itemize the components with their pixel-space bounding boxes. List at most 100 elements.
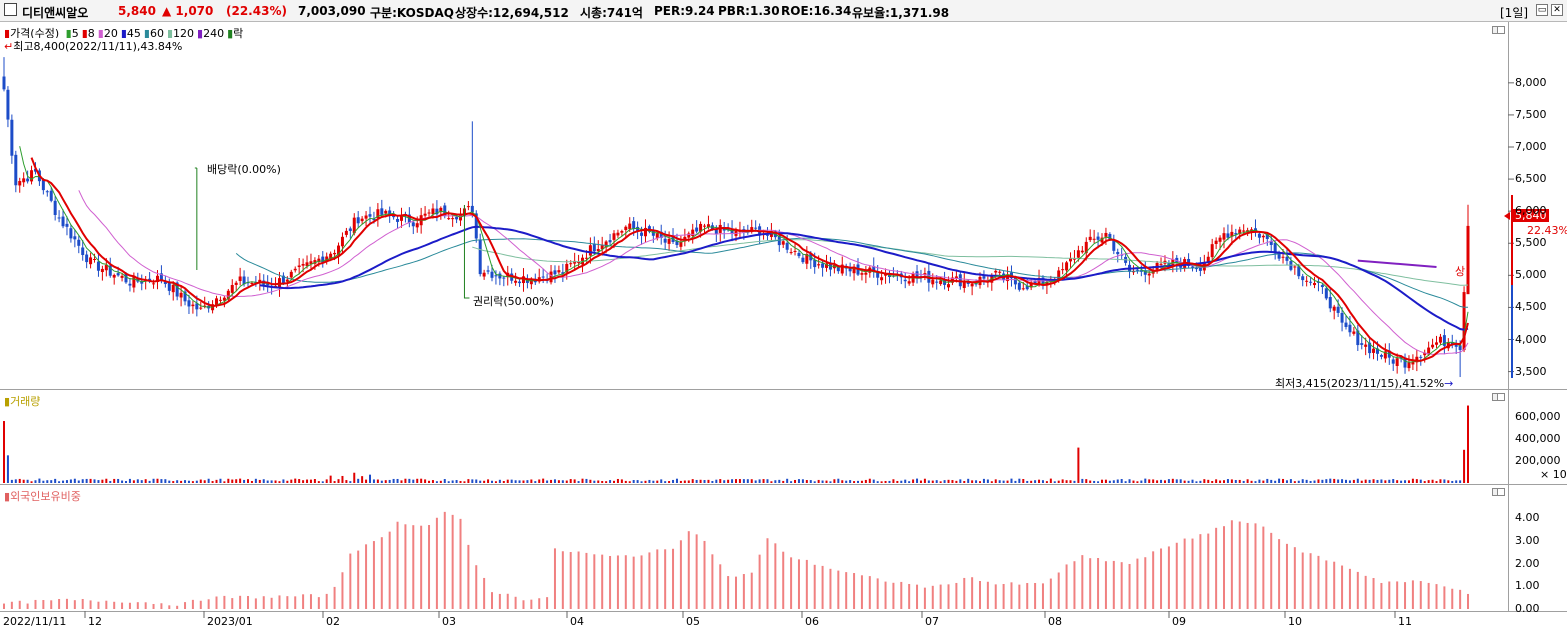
volume-bar [1274,480,1277,483]
foreign-ratio-bar [1018,584,1021,609]
volume-bar [58,481,61,483]
ma-legend-7[interactable]: ▮락 [227,27,244,40]
volume-bar [384,480,387,483]
volume-bar [282,479,285,483]
candle-body [596,249,600,252]
foreign-ratio-bar [1270,532,1273,609]
volume-bar [1069,480,1072,483]
candle-body [1340,312,1344,323]
candle-body [565,263,569,273]
candle-body [903,279,907,282]
foreign-ratio-bar [640,555,643,609]
volume-bar [990,481,993,483]
volume-bar [396,478,399,483]
candle-body [923,273,927,275]
volume-bar [1293,481,1296,483]
close-icon[interactable]: ✕ [1551,4,1563,16]
foreign-ratio-bar [262,596,265,609]
ma-legend-4[interactable]: ▮60 [143,27,164,40]
x-axis-label: 04 [570,615,584,628]
volume-bar [69,479,72,483]
volume-bar [160,479,163,483]
volume-bar [1124,481,1127,483]
candle-body [1368,342,1372,354]
candle-body [569,263,573,265]
volume-bar [365,479,368,483]
candle-body [836,267,840,272]
volume-bar [1297,480,1300,483]
volume-pane-max-icon[interactable] [1497,393,1505,401]
foreign-ratio-bar [365,544,368,609]
volume-bar [447,481,450,483]
volume-bar [494,481,497,483]
volume-bar [1101,479,1103,483]
candle-body [1391,359,1395,364]
reserve-ratio: 유보율:1,371.98 [852,6,950,20]
volume-bar [613,480,615,483]
restore-icon[interactable]: ▭ [1536,4,1548,16]
candle-body [69,228,73,239]
candle-body [218,299,222,301]
x-axis-label: 11 [1398,615,1412,628]
candle-body [285,279,289,282]
candle-body [470,205,474,213]
ma-legend-0[interactable]: ▮5 [65,27,79,40]
volume-bar [857,480,859,483]
volume-bar [1167,479,1170,483]
ma-legend-3[interactable]: ▮45 [120,27,141,40]
volume-bar [707,479,710,483]
volume-bar [632,480,635,483]
volume-bar [1230,479,1233,483]
foreign-legend: ▮외국인보유비중 [4,490,81,503]
volume-bar [1415,479,1418,483]
volume-bar [1108,480,1111,483]
stock-checkbox[interactable] [4,3,17,16]
candle-body [486,270,490,272]
stock-name[interactable]: 디티앤씨알오 [22,6,89,20]
foreign-ratio-bar [1372,578,1375,609]
x-axis-label: 02 [326,615,340,628]
volume-bar [1148,479,1151,483]
price-pane-max-icon[interactable] [1497,26,1505,34]
candle-body [624,226,628,231]
candle-body [1356,330,1360,346]
foreign-pane-max-icon[interactable] [1497,488,1505,496]
price-pane-divider[interactable] [0,389,1567,390]
foreign-y-tick-label: 2.00 [1515,556,1540,570]
ma-legend-2[interactable]: ▮20 [97,27,118,40]
candle-body [1411,361,1415,365]
period-selector[interactable]: [1일] [1500,6,1529,20]
volume-bar [1097,481,1100,483]
foreign-ratio-bar [302,594,305,609]
foreign-ratio-bar [955,582,958,609]
foreign-ratio-bar [1341,565,1344,609]
candle-body [872,266,876,272]
per-value: PER:9.24 [654,4,715,18]
candle-body [1084,241,1088,254]
candle-body [152,283,156,285]
current-price-arrow [1504,212,1510,220]
foreign-ratio-bar [1026,583,1029,609]
volume-bar [982,478,985,483]
volume-bar [593,480,596,483]
foreign-ratio-bar [868,576,871,609]
candle-body [754,227,758,229]
candle-body [970,283,974,287]
volume-bar [939,481,942,483]
candle-body [1191,266,1195,268]
foreign-ratio-bar [341,572,344,609]
candle-body [333,252,337,255]
foreign-ratio-bar [1034,582,1037,609]
volume-bar [187,480,190,483]
ma-legend-6[interactable]: ▮240 [197,27,225,40]
foreign-ratio-bar [1199,534,1202,609]
volume-bar [243,479,246,483]
candle-body [427,212,431,214]
ma-legend-5[interactable]: ▮120 [166,27,195,40]
foreign-ratio-bar [199,600,202,609]
volume-bar [1002,480,1005,483]
foreign-ratio-bar [522,600,525,609]
ma-legend-1[interactable]: ▮8 [81,27,95,40]
volume-pane-divider[interactable] [0,484,1567,485]
